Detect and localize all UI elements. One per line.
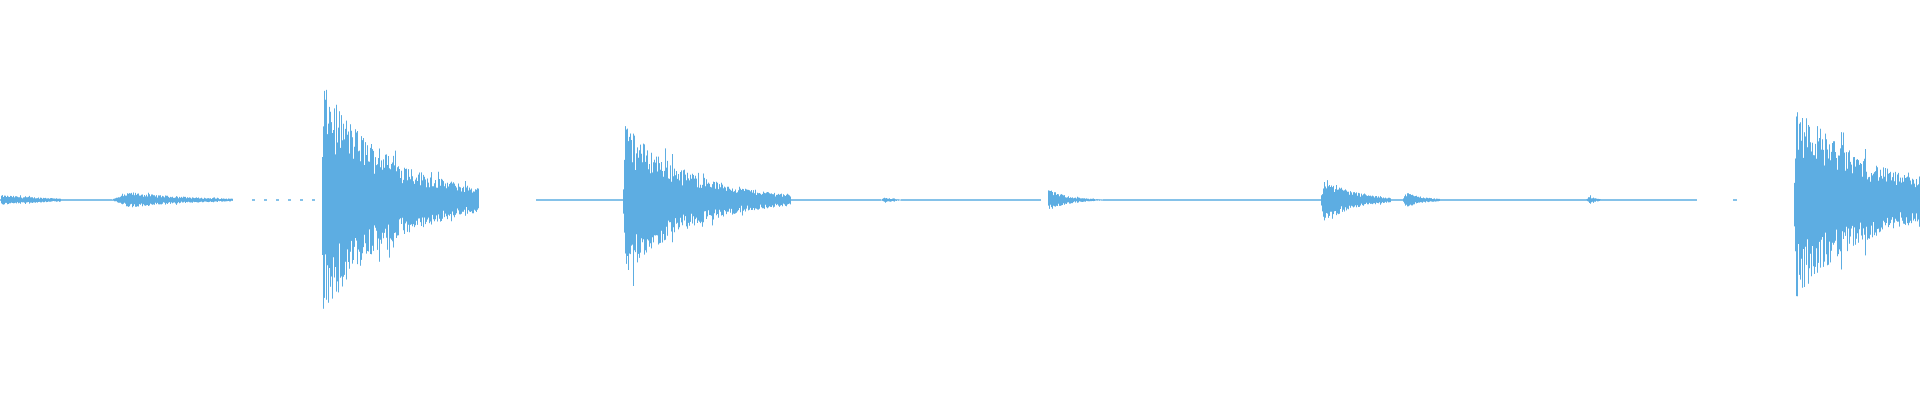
waveform-trace (0, 89, 1920, 309)
